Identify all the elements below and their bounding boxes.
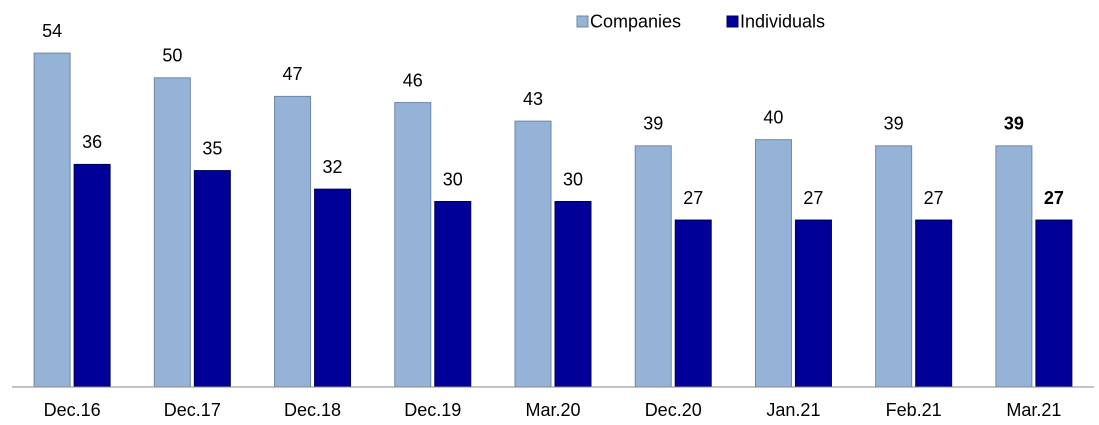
x-tick-label: Dec.19 [404, 400, 461, 420]
value-label: 32 [323, 157, 343, 177]
bar [153, 77, 191, 388]
bar [73, 163, 111, 388]
value-label: 43 [523, 89, 543, 109]
value-label: 39 [1004, 114, 1024, 134]
bar [193, 170, 231, 388]
bar [554, 201, 592, 388]
x-tick-label: Dec.18 [284, 400, 341, 420]
bar [514, 120, 552, 388]
value-label: 54 [42, 21, 62, 41]
value-label: 27 [803, 188, 823, 208]
bar [274, 95, 312, 388]
value-label: 30 [563, 169, 583, 189]
bar [634, 145, 672, 388]
value-label: 27 [924, 188, 944, 208]
bar [915, 219, 953, 388]
bar [434, 201, 472, 388]
value-label: 39 [884, 114, 904, 134]
value-label: 36 [82, 132, 102, 152]
x-tick-label: Feb.21 [886, 400, 942, 420]
legend-swatch [576, 15, 589, 28]
x-tick-label: Dec.20 [645, 400, 702, 420]
x-tick-label: Jan.21 [766, 400, 820, 420]
legend-swatch [726, 15, 739, 28]
value-label: 50 [162, 46, 182, 66]
value-label: 39 [643, 114, 663, 134]
value-label: 47 [283, 64, 303, 84]
legend-label: Companies [590, 11, 681, 31]
bar [875, 145, 913, 388]
bar [1035, 219, 1073, 388]
legend-label: Individuals [740, 11, 825, 31]
value-label: 35 [202, 138, 222, 158]
x-tick-label: Mar.21 [1006, 400, 1061, 420]
value-label: 40 [763, 107, 783, 127]
value-label: 30 [443, 169, 463, 189]
x-tick-label: Dec.17 [164, 400, 221, 420]
bar [754, 139, 792, 388]
bar [794, 219, 832, 388]
bar [314, 188, 352, 388]
value-label: 27 [683, 188, 703, 208]
bar [995, 145, 1033, 388]
value-label: 27 [1044, 188, 1064, 208]
bar [674, 219, 712, 388]
x-tick-label: Dec.16 [44, 400, 101, 420]
bar [33, 52, 71, 388]
bar [394, 102, 432, 388]
value-label: 46 [403, 70, 423, 90]
x-tick-label: Mar.20 [525, 400, 580, 420]
